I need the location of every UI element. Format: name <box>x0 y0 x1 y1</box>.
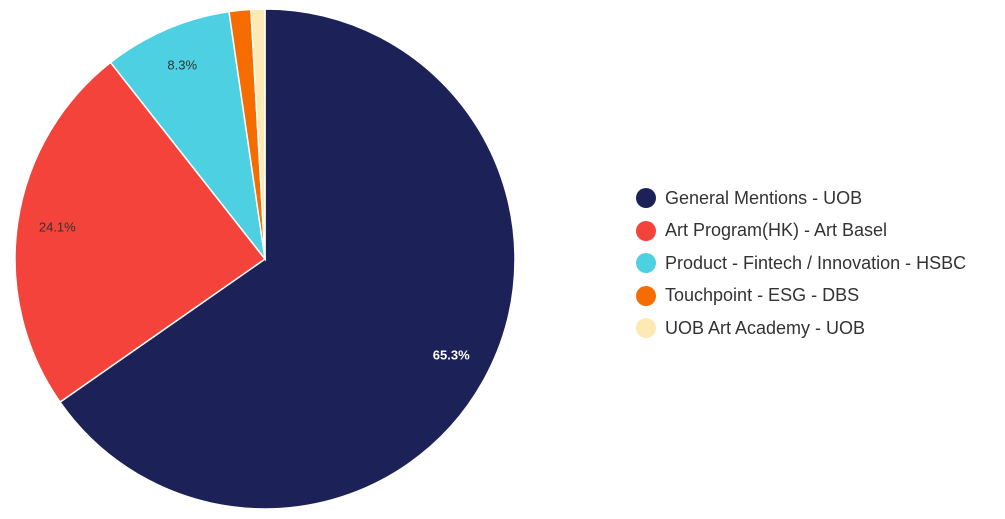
legend-item[interactable]: Touchpoint - ESG - DBS <box>636 280 966 313</box>
legend-label: Art Program(HK) - Art Basel <box>665 220 888 241</box>
slice-value-label: 8.3% <box>167 57 197 72</box>
slice-value-label: 65.3% <box>433 348 470 363</box>
legend-label: Product - Fintech / Innovation - HSBC <box>665 252 967 273</box>
legend-swatch <box>636 285 656 306</box>
pie-chart: 65.3% 24.1% 8.3% <box>14 8 516 510</box>
legend-item[interactable]: Product - Fintech / Innovation - HSBC <box>636 247 966 280</box>
legend-label: Touchpoint - ESG - DBS <box>665 285 860 306</box>
legend-label: UOB Art Academy - UOB <box>665 317 866 338</box>
pie-slice[interactable] <box>58 8 516 510</box>
legend-label: General Mentions - UOB <box>665 187 863 208</box>
pie-slice[interactable] <box>109 10 267 262</box>
pie-slice[interactable] <box>250 8 266 260</box>
legend-swatch <box>636 220 656 241</box>
legend-item[interactable]: Art Program(HK) - Art Basel <box>636 215 966 248</box>
legend-swatch <box>636 253 656 274</box>
slice-value-label: 24.1% <box>39 220 76 235</box>
legend: General Mentions - UOB Art Program(HK) - … <box>636 182 966 345</box>
legend-swatch <box>636 318 656 339</box>
legend-item[interactable]: General Mentions - UOB <box>636 182 966 215</box>
legend-swatch <box>636 188 656 209</box>
legend-item[interactable]: UOB Art Academy - UOB <box>636 312 966 345</box>
pie-slice[interactable] <box>14 61 267 404</box>
